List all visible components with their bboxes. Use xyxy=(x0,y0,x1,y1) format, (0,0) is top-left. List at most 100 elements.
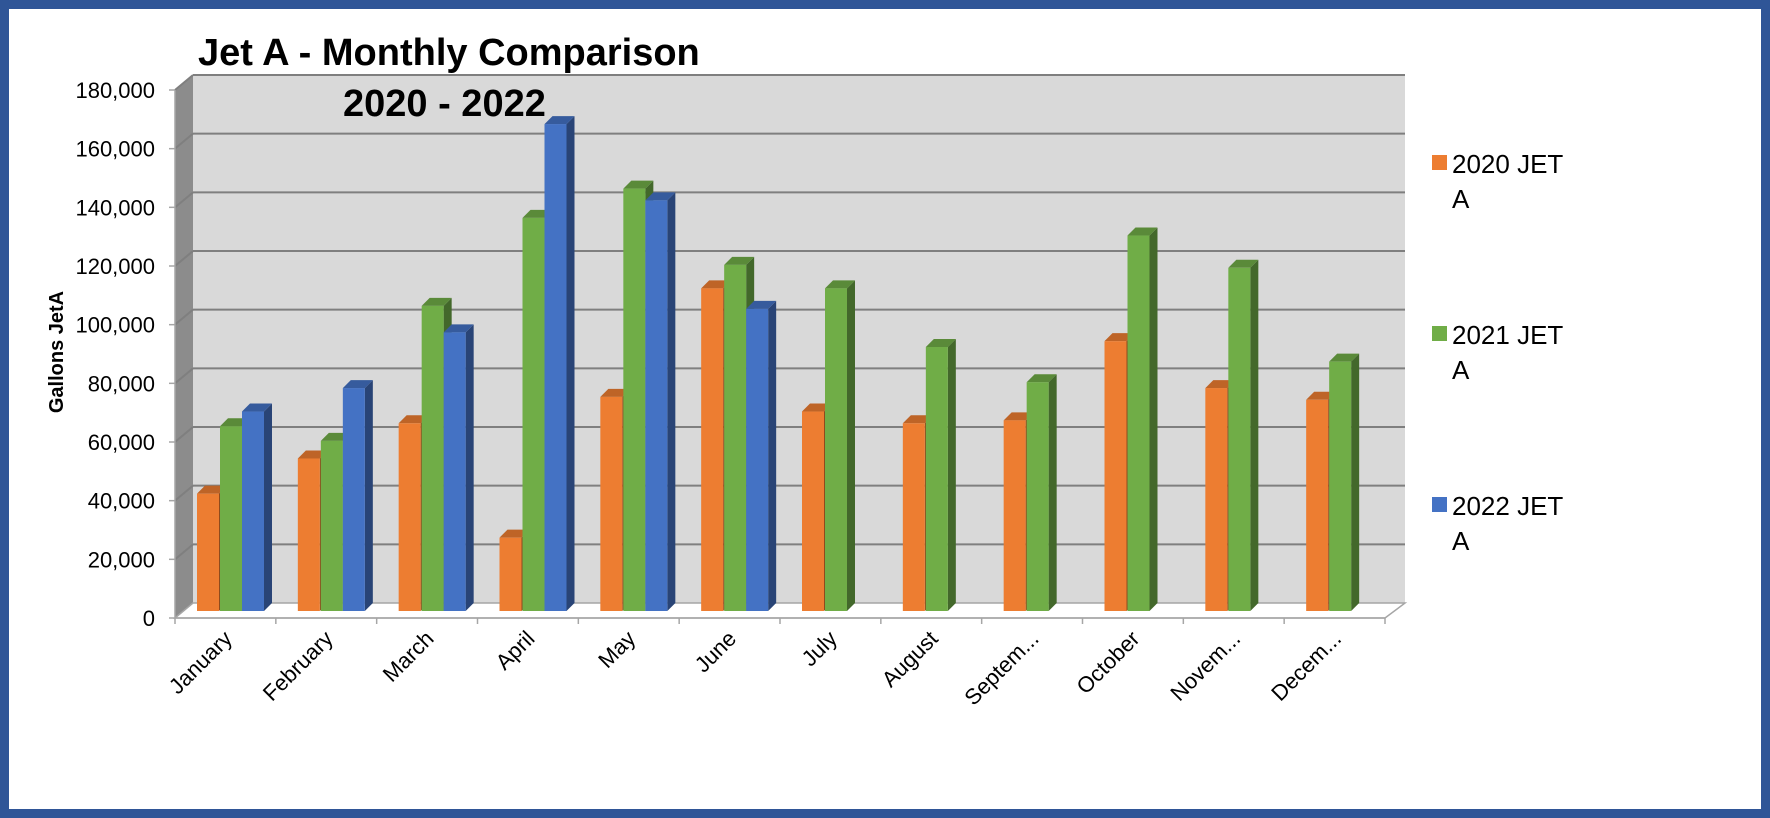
y-axis-title: Gallons JetA xyxy=(46,291,68,413)
bar-top xyxy=(1306,391,1337,400)
y-tick-label: 160,000 xyxy=(75,137,155,162)
bar xyxy=(746,308,769,611)
bar-top xyxy=(902,415,933,424)
gridline-side xyxy=(174,74,194,91)
bar-top xyxy=(825,280,855,289)
bar-top xyxy=(1026,374,1057,383)
bar-top xyxy=(421,297,452,306)
x-tick-label: October xyxy=(1071,626,1144,699)
bar-top xyxy=(746,300,777,309)
x-tick-label: Decem... xyxy=(1266,626,1346,706)
x-tick-label: January xyxy=(164,626,237,699)
bar xyxy=(398,423,421,611)
bar xyxy=(825,288,847,611)
bar-side xyxy=(264,403,272,611)
x-tick-label: Novem... xyxy=(1165,626,1245,706)
bar xyxy=(421,305,444,611)
y-tick-label: 80,000 xyxy=(88,371,155,396)
bar-top xyxy=(342,380,373,389)
bar xyxy=(320,440,343,611)
x-tick-label: August xyxy=(877,626,943,692)
bar-top xyxy=(297,450,328,459)
x-tick-label: April xyxy=(491,626,540,675)
gridline-side xyxy=(174,132,194,150)
legend-swatch xyxy=(1432,155,1447,170)
bar-side xyxy=(1149,227,1158,612)
legend-label-cont: A xyxy=(1452,184,1470,214)
x-tick-label: Septem... xyxy=(959,626,1043,710)
legend-label: 2020 JET xyxy=(1452,149,1563,179)
bar-top xyxy=(499,529,530,538)
legend-swatch xyxy=(1432,497,1447,512)
bar xyxy=(724,264,747,611)
gridline-side xyxy=(174,484,194,502)
bar-top xyxy=(443,324,474,333)
x-tick-label: June xyxy=(690,626,741,677)
bar-side xyxy=(947,339,956,611)
bar-side xyxy=(465,324,474,611)
bar-top xyxy=(1003,412,1034,421)
bar-side xyxy=(1351,353,1360,611)
bar xyxy=(220,426,242,611)
bar xyxy=(297,458,320,611)
bar xyxy=(499,537,522,611)
y-tick-label: 40,000 xyxy=(88,489,155,514)
gridline-side xyxy=(174,426,194,443)
bar-top xyxy=(600,388,631,397)
legend-label-cont: A xyxy=(1452,355,1470,385)
bar xyxy=(600,396,623,611)
bar xyxy=(522,217,545,611)
bar xyxy=(443,332,466,611)
chart-title-line1: Jet A - Monthly Comparison xyxy=(198,32,700,74)
y-tick-label: 100,000 xyxy=(75,313,155,338)
bar xyxy=(544,124,567,612)
bar xyxy=(197,493,219,611)
bar xyxy=(623,188,646,611)
bar-top xyxy=(1329,353,1360,362)
bar-top xyxy=(724,256,755,265)
gridline-side xyxy=(174,367,194,385)
y-tick-label: 20,000 xyxy=(88,547,155,572)
bar-top xyxy=(1104,333,1135,342)
y-tick-label: 120,000 xyxy=(75,254,155,279)
bar xyxy=(1127,235,1150,612)
bar xyxy=(1026,382,1049,611)
bar-side xyxy=(1048,374,1057,611)
bar xyxy=(1003,420,1026,611)
bar-top xyxy=(1205,380,1236,389)
legend-label: 2022 JET xyxy=(1452,491,1563,521)
bar-top xyxy=(623,180,654,189)
bar-top xyxy=(398,415,429,424)
bar xyxy=(1205,388,1228,611)
x-tick-label: May xyxy=(593,626,640,673)
bar xyxy=(645,200,668,612)
y-tick-label: 180,000 xyxy=(75,78,155,103)
bar-top xyxy=(1228,259,1259,268)
y-tick-label: 140,000 xyxy=(75,195,155,220)
bar-top xyxy=(242,403,272,412)
bar-side xyxy=(1250,259,1259,611)
bar xyxy=(1329,361,1352,611)
bar-top xyxy=(1127,227,1158,236)
bar-top xyxy=(645,192,676,201)
bar-side xyxy=(768,300,777,611)
legend-label: 2021 JET xyxy=(1452,320,1563,350)
bar xyxy=(1228,267,1251,611)
bar-side xyxy=(667,192,676,612)
bar xyxy=(802,411,824,611)
bar-side xyxy=(566,116,575,612)
x-tick-label: March xyxy=(378,626,439,687)
legend-swatch xyxy=(1432,326,1447,341)
gridline-side xyxy=(174,308,194,326)
bar xyxy=(1104,341,1127,611)
bar-top xyxy=(802,403,832,412)
legend-label-cont: A xyxy=(1452,526,1470,556)
bar xyxy=(925,347,948,611)
chart-title-line2: 2020 - 2022 xyxy=(343,83,546,125)
bar-side xyxy=(364,380,373,611)
gridline-side xyxy=(174,191,194,209)
bar xyxy=(1306,399,1329,611)
gridline-side xyxy=(174,543,194,561)
bar xyxy=(242,411,264,611)
